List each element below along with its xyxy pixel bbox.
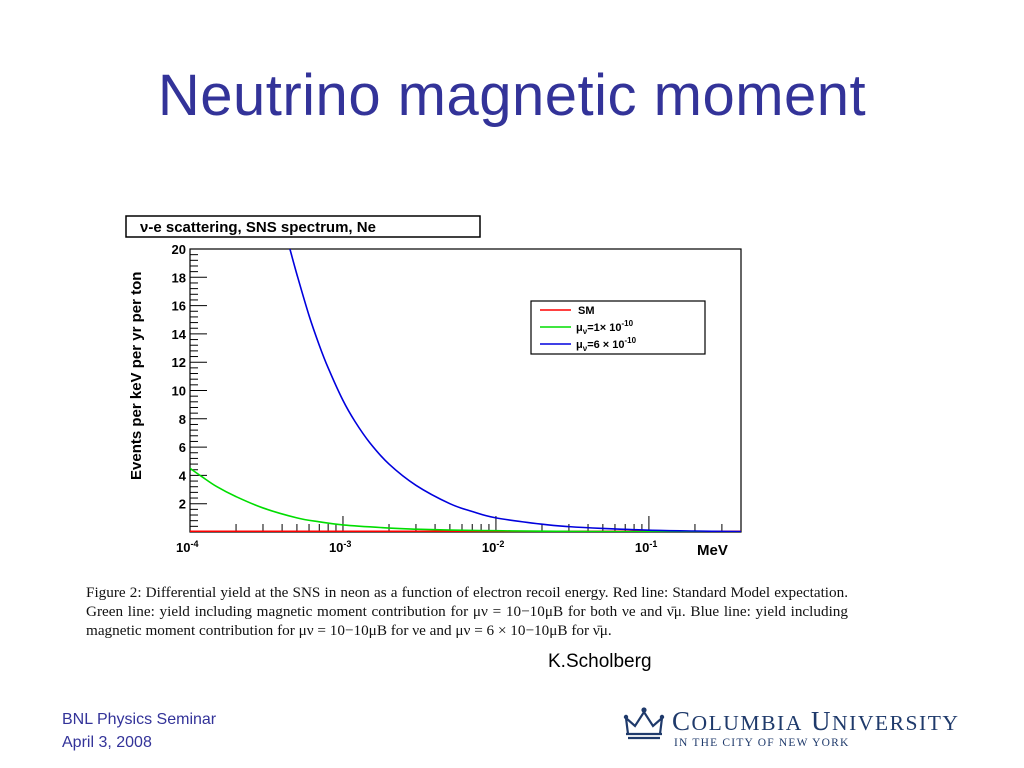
x-tick-label: 10-1	[635, 539, 657, 555]
y-tick-label: 6	[179, 440, 186, 455]
y-tick-label: 8	[179, 412, 186, 427]
slide-title: Neutrino magnetic moment	[157, 63, 867, 128]
crown-icon	[623, 707, 665, 740]
chart: ν-e scattering, SNS spectrum, Ne 2 4 6 8 10 12…	[110, 210, 770, 570]
figure-caption: Figure 2: Differential yield at the SNS …	[86, 584, 848, 639]
y-tick-label: 14	[172, 327, 187, 342]
x-axis-label: MeV	[697, 542, 728, 559]
series-line-1	[190, 467, 741, 532]
plot-svg: ν-e scattering, SNS spectrum, Ne 2 4 6 8 10 12…	[125, 215, 742, 559]
x-tick-label: 10-3	[329, 539, 351, 555]
x-tick-label: 10-2	[482, 539, 504, 555]
legend-label: μν=1× 10-10	[576, 319, 634, 336]
legend-label: SM	[578, 305, 595, 317]
plot-frame	[189, 248, 742, 533]
logo-name: COLUMBIA UNIVERSITY	[672, 706, 960, 736]
y-axis-label: Events per keV per yr per ton	[128, 272, 145, 480]
y-tick-label: 10	[172, 384, 186, 399]
columbia-logo: COLUMBIA UNIVERSITY IN THE CITY OF NEW Y…	[622, 704, 982, 754]
y-tick-label: 16	[172, 299, 186, 314]
y-tick-label: 18	[172, 270, 186, 285]
footer-event: BNL Physics Seminar	[62, 711, 217, 728]
y-tick-label: 4	[179, 468, 187, 483]
logo-subtitle: IN THE CITY OF NEW YORK	[674, 737, 850, 749]
x-tick-label: 10-4	[176, 539, 198, 555]
credit-text: K.Scholberg	[548, 651, 652, 672]
y-tick-label: 2	[179, 497, 186, 512]
footer-info: BNL Physics Seminar April 3, 2008	[62, 708, 216, 754]
chart-title: ν-e scattering, SNS spectrum, Ne	[140, 219, 376, 236]
legend-label: μν=6 × 10-10	[576, 336, 637, 353]
series-line-2	[289, 249, 741, 532]
y-tick-label: 20	[172, 242, 186, 257]
y-tick-label: 12	[172, 355, 186, 370]
footer-date: April 3, 2008	[62, 734, 152, 751]
chart-title-box	[125, 215, 481, 238]
